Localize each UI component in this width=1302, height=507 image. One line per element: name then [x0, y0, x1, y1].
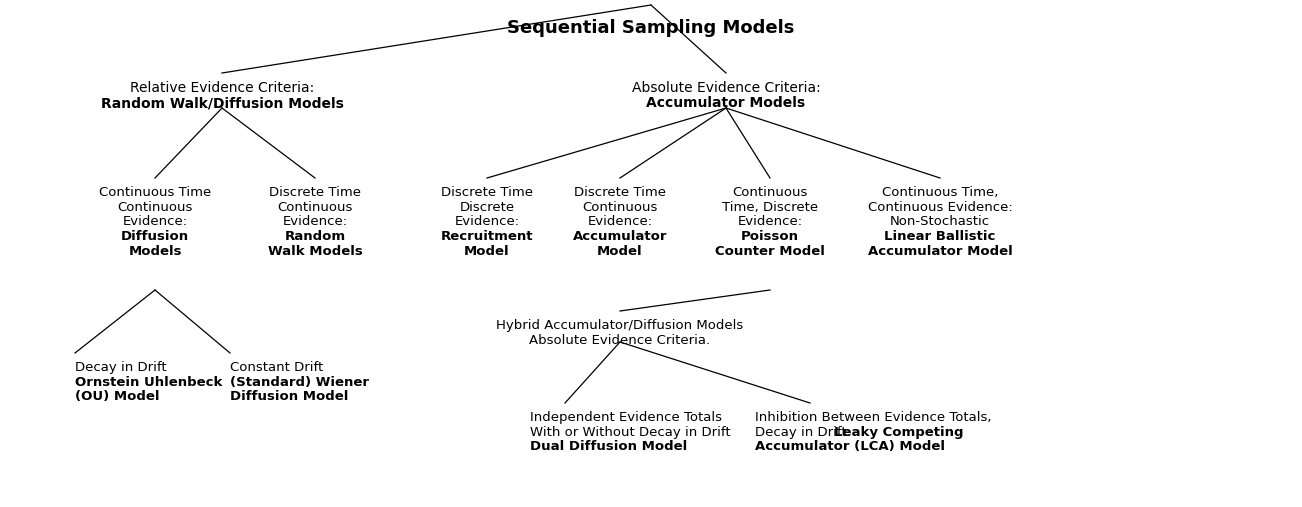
- Text: Independent Evidence Totals: Independent Evidence Totals: [530, 411, 723, 424]
- Text: Recruitment: Recruitment: [441, 230, 534, 243]
- Text: Evidence:: Evidence:: [454, 215, 519, 228]
- Text: Evidence:: Evidence:: [122, 215, 187, 228]
- Text: Decay in Drift: Decay in Drift: [76, 361, 167, 374]
- Text: Poisson: Poisson: [741, 230, 799, 243]
- Text: Diffusion Model: Diffusion Model: [230, 390, 349, 403]
- Text: Evidence:: Evidence:: [283, 215, 348, 228]
- Text: Non-Stochastic: Non-Stochastic: [891, 215, 990, 228]
- Text: Leaky Competing: Leaky Competing: [835, 425, 963, 439]
- Text: Absolute Evidence Criteria.: Absolute Evidence Criteria.: [530, 334, 711, 347]
- Text: Relative Evidence Criteria:: Relative Evidence Criteria:: [130, 81, 314, 95]
- Text: Continuous Time,: Continuous Time,: [881, 186, 999, 199]
- Text: Constant Drift: Constant Drift: [230, 361, 323, 374]
- Text: Linear Ballistic: Linear Ballistic: [884, 230, 996, 243]
- Text: Discrete Time: Discrete Time: [574, 186, 667, 199]
- Text: Diffusion: Diffusion: [121, 230, 189, 243]
- Text: Inhibition Between Evidence Totals,: Inhibition Between Evidence Totals,: [755, 411, 992, 424]
- Text: Counter Model: Counter Model: [715, 245, 825, 258]
- Text: (Standard) Wiener: (Standard) Wiener: [230, 376, 368, 388]
- Text: Discrete Time: Discrete Time: [441, 186, 533, 199]
- Text: Continuous: Continuous: [732, 186, 807, 199]
- Text: Hybrid Accumulator/Diffusion Models: Hybrid Accumulator/Diffusion Models: [496, 319, 743, 332]
- Text: Time, Discrete: Time, Discrete: [721, 201, 818, 213]
- Text: Sequential Sampling Models: Sequential Sampling Models: [508, 19, 794, 37]
- Text: Accumulator Model: Accumulator Model: [867, 245, 1013, 258]
- Text: Ornstein Uhlenbeck: Ornstein Uhlenbeck: [76, 376, 223, 388]
- Text: Random: Random: [284, 230, 345, 243]
- Text: Accumulator (LCA) Model: Accumulator (LCA) Model: [755, 440, 945, 453]
- Text: Continuous Evidence:: Continuous Evidence:: [867, 201, 1013, 213]
- Text: Accumulator: Accumulator: [573, 230, 667, 243]
- Text: With or Without Decay in Drift: With or Without Decay in Drift: [530, 425, 730, 439]
- Text: Walk Models: Walk Models: [268, 245, 362, 258]
- Text: Evidence:: Evidence:: [737, 215, 802, 228]
- Text: Discrete Time: Discrete Time: [270, 186, 361, 199]
- Text: Dual Diffusion Model: Dual Diffusion Model: [530, 440, 687, 453]
- Text: Continuous: Continuous: [117, 201, 193, 213]
- Text: Absolute Evidence Criteria:: Absolute Evidence Criteria:: [631, 81, 820, 95]
- Text: Decay in Drift:: Decay in Drift:: [755, 425, 855, 439]
- Text: Accumulator Models: Accumulator Models: [646, 96, 806, 110]
- Text: Model: Model: [598, 245, 643, 258]
- Text: Random Walk/Diffusion Models: Random Walk/Diffusion Models: [100, 96, 344, 110]
- Text: (OU) Model: (OU) Model: [76, 390, 160, 403]
- Text: Models: Models: [129, 245, 182, 258]
- Text: Continuous: Continuous: [277, 201, 353, 213]
- Text: Continuous: Continuous: [582, 201, 658, 213]
- Text: Evidence:: Evidence:: [587, 215, 652, 228]
- Text: Discrete: Discrete: [460, 201, 514, 213]
- Text: Continuous Time: Continuous Time: [99, 186, 211, 199]
- Text: Model: Model: [465, 245, 510, 258]
